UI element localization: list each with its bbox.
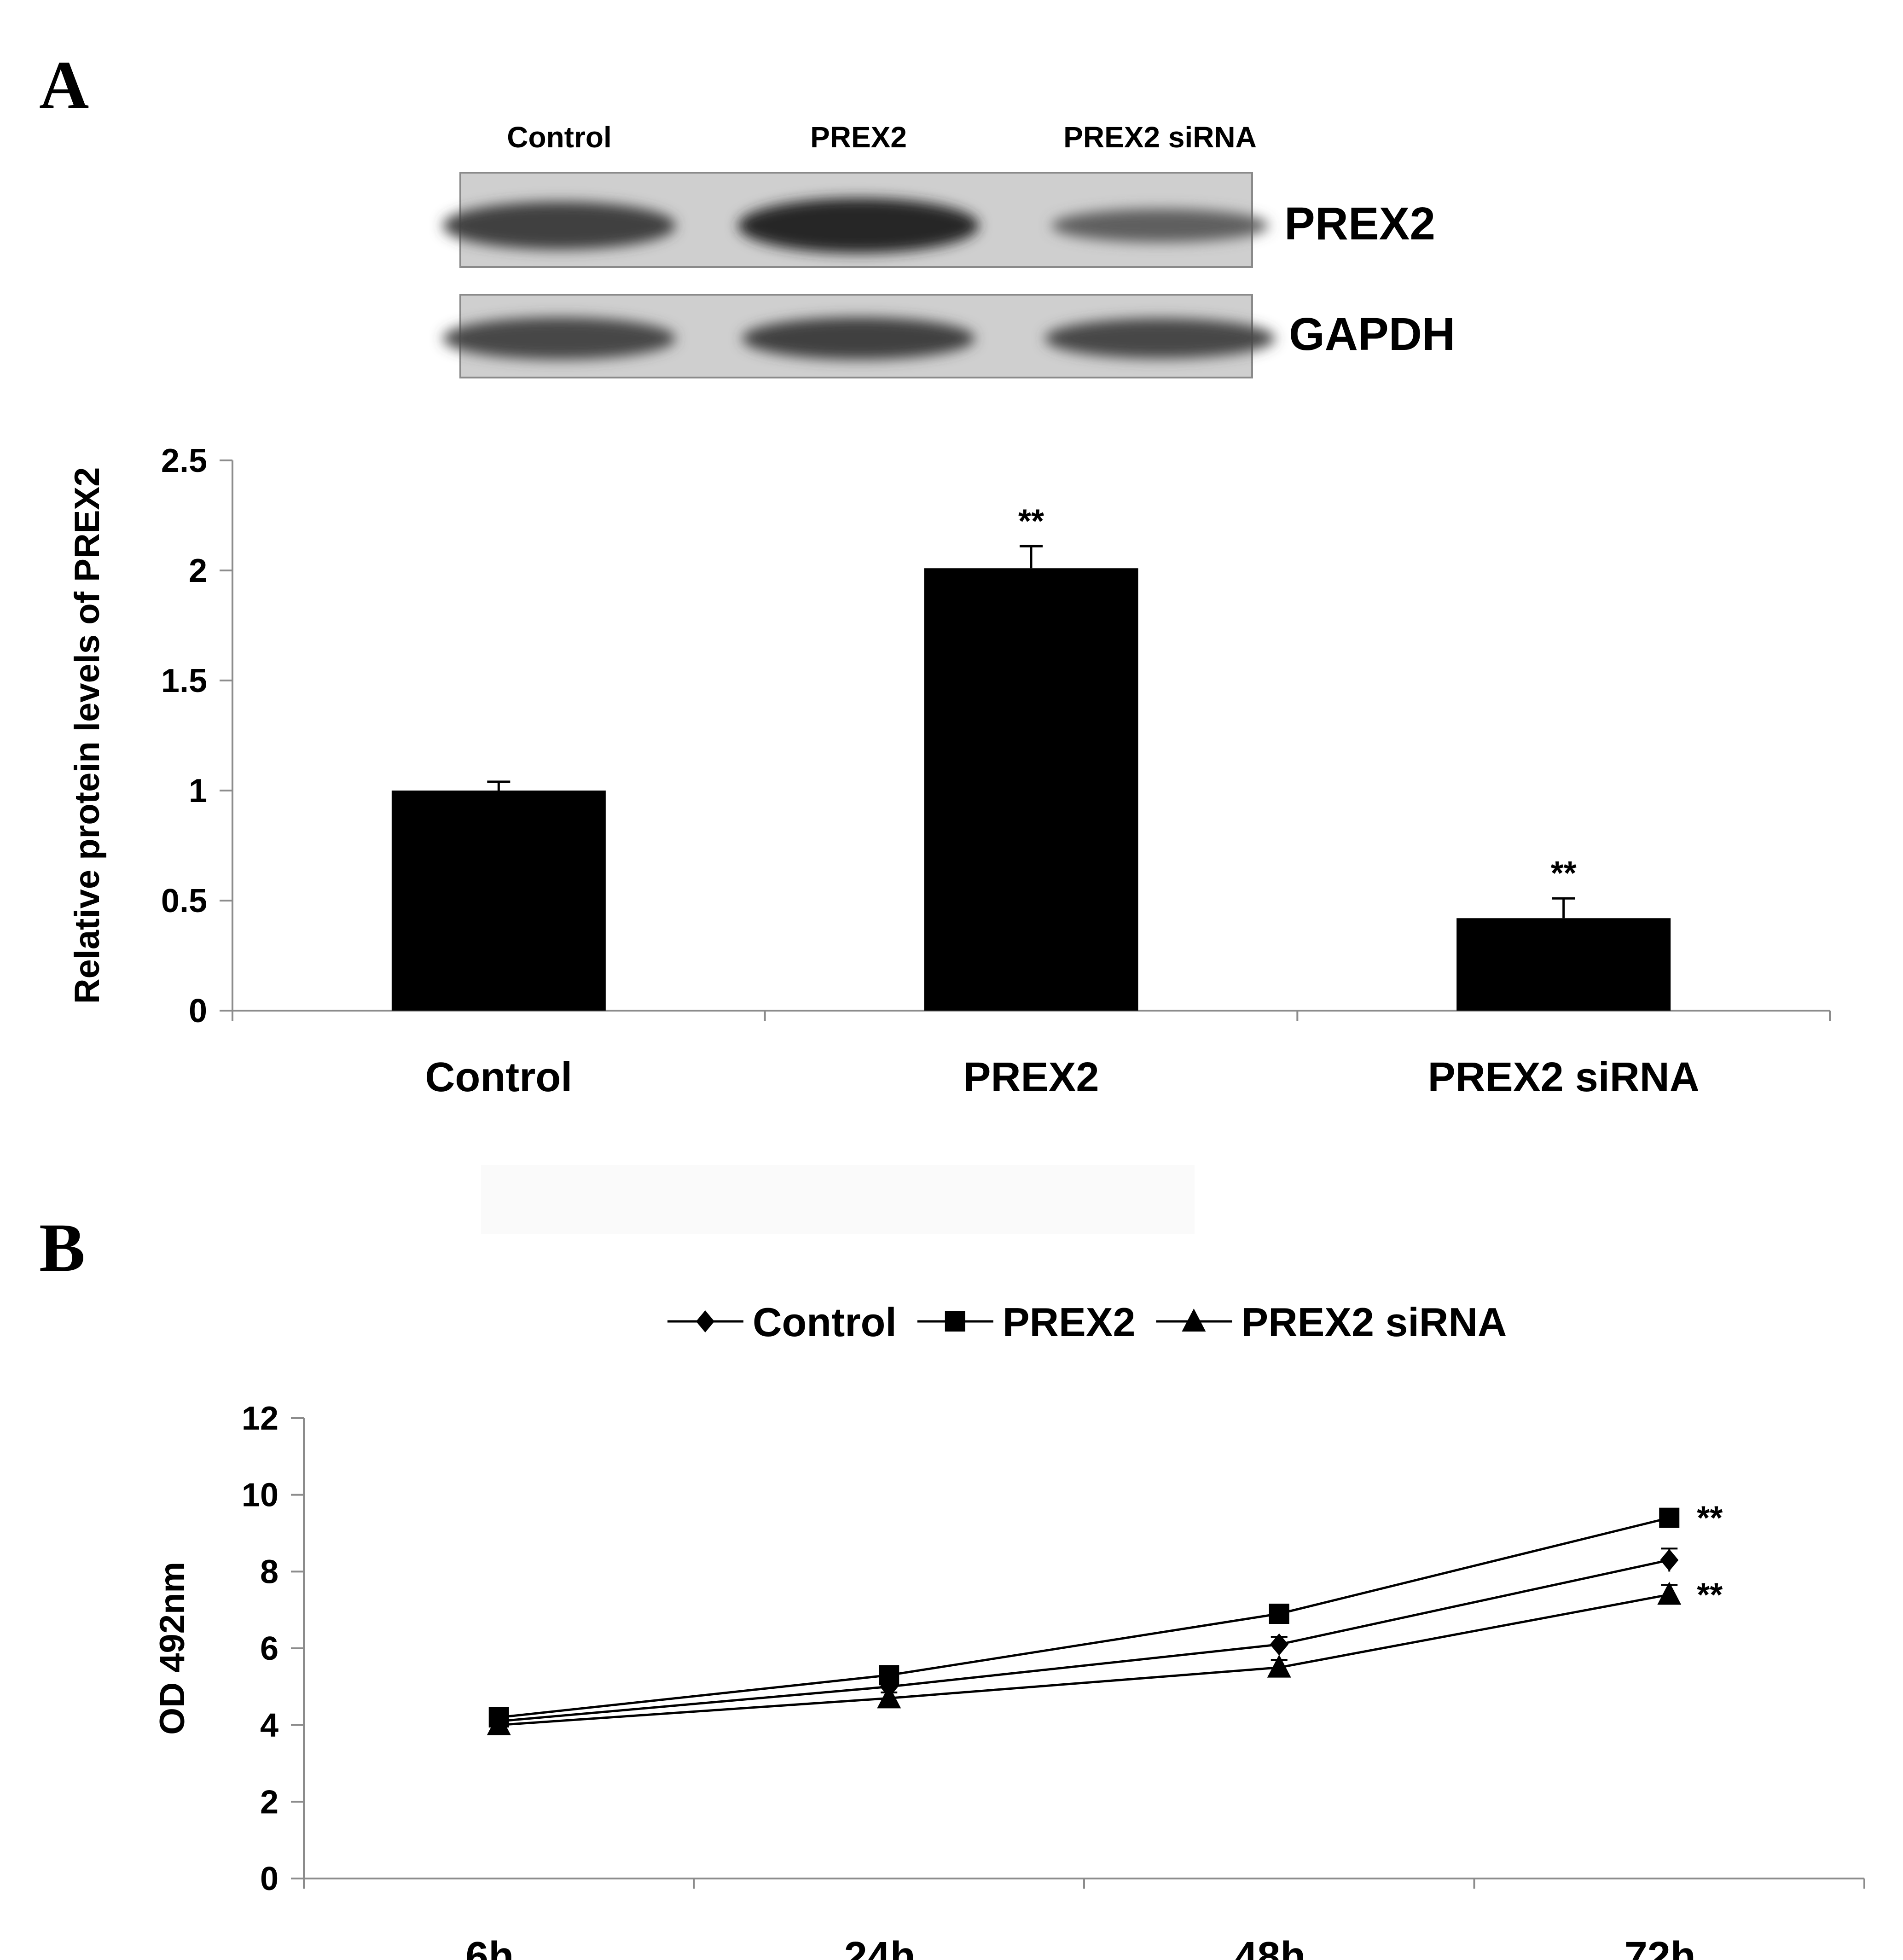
y-tick-label: 8 xyxy=(260,1553,278,1590)
bar-chart: 0 0.5 1 1.5 2 2.5 Control ** PREX2 ** PREX2 siRNA R… xyxy=(68,442,1831,1100)
blot-lane-labels: Control PREX2 PREX2 siRNA xyxy=(507,121,1257,154)
y-tick-label: 0.5 xyxy=(161,883,207,919)
legend: Control PREX2 PREX2 siRNA xyxy=(667,1299,1507,1345)
blot-strip-gapdh xyxy=(443,294,1276,378)
y-tick-label: 0 xyxy=(189,993,207,1029)
y-tick-label: 10 xyxy=(242,1477,278,1514)
diamond-marker xyxy=(696,1310,714,1332)
series-prex2: ** xyxy=(488,1500,1723,1727)
x-category-label: 6h xyxy=(465,1934,514,1960)
blot-band-label-prex2: PREX2 xyxy=(1284,198,1435,250)
blot-lane-label: PREX2 siRNA xyxy=(1063,121,1257,154)
blot-bands xyxy=(443,317,1276,360)
square-marker xyxy=(879,1665,899,1686)
y-tick-label: 2 xyxy=(189,553,207,589)
blot-strip-prex2 xyxy=(443,172,1269,268)
y-tick-label: 2.5 xyxy=(161,442,207,479)
panel-b-letter: B xyxy=(39,1210,85,1286)
square-marker xyxy=(1659,1507,1680,1528)
blot-lane-label: PREX2 xyxy=(810,121,907,154)
blot-band xyxy=(1051,209,1269,243)
blot-band xyxy=(1044,318,1276,359)
y-tick-label: 4 xyxy=(260,1707,278,1744)
triangle-marker xyxy=(1657,1582,1682,1605)
legend-label: PREX2 siRNA xyxy=(1241,1299,1507,1345)
blank-placeholder xyxy=(481,1165,1195,1234)
series-line xyxy=(499,1593,1670,1727)
x-category-label: 24h xyxy=(844,1934,916,1960)
blot-band xyxy=(443,317,676,360)
series-line xyxy=(499,1517,1670,1719)
legend-label: Control xyxy=(753,1299,897,1345)
legend-label: PREX2 xyxy=(1003,1299,1136,1345)
x-category-label: PREX2 siRNA xyxy=(1428,1054,1700,1100)
significance-marker: ** xyxy=(1551,855,1577,892)
significance-marker: ** xyxy=(1697,1576,1723,1613)
bar xyxy=(1456,918,1671,1011)
x-category-label: 48h xyxy=(1234,1934,1305,1960)
y-tick-label: 6 xyxy=(260,1630,278,1667)
y-tick-label: 1.5 xyxy=(161,663,207,699)
y-axis-title: Relative protein levels of PREX2 xyxy=(68,467,107,1004)
significance-marker: ** xyxy=(1018,503,1044,540)
series-line xyxy=(499,1559,1670,1722)
y-tick-label: 1 xyxy=(189,773,207,809)
y-axis-title: OD 492nm xyxy=(153,1562,192,1735)
y-tick-label: 12 xyxy=(242,1400,278,1437)
blot-band xyxy=(738,198,979,253)
bar xyxy=(391,791,606,1011)
triangle-marker xyxy=(487,1712,511,1735)
blot-lane-label: Control xyxy=(507,121,612,154)
y-tick-label: 0 xyxy=(260,1861,278,1897)
bar xyxy=(924,568,1138,1011)
line-chart: 0 2 4 6 8 10 12 6h 24h 48h 72h ** ** OD 492nm Control P… xyxy=(153,1299,1865,1960)
x-category-label: PREX2 xyxy=(963,1054,1099,1100)
triangle-marker xyxy=(877,1685,901,1709)
x-category-label: 72h xyxy=(1625,1934,1696,1960)
triangle-marker xyxy=(1182,1309,1206,1332)
square-marker xyxy=(1269,1604,1289,1624)
series-control xyxy=(489,1547,1679,1733)
blot-band xyxy=(443,202,676,250)
blot-band xyxy=(742,317,975,360)
blot-band-label-gapdh: GAPDH xyxy=(1289,308,1455,360)
diamond-marker xyxy=(1660,1549,1679,1571)
panel-a-letter: A xyxy=(39,47,89,123)
square-marker xyxy=(945,1311,965,1332)
triangle-marker xyxy=(1267,1654,1291,1678)
significance-marker: ** xyxy=(1697,1500,1723,1537)
diamond-marker xyxy=(1270,1633,1288,1656)
blot-bands xyxy=(443,198,1269,253)
series-prex2-sirna: ** xyxy=(487,1576,1723,1735)
x-category-label: Control xyxy=(425,1054,572,1100)
y-tick-label: 2 xyxy=(260,1784,278,1820)
